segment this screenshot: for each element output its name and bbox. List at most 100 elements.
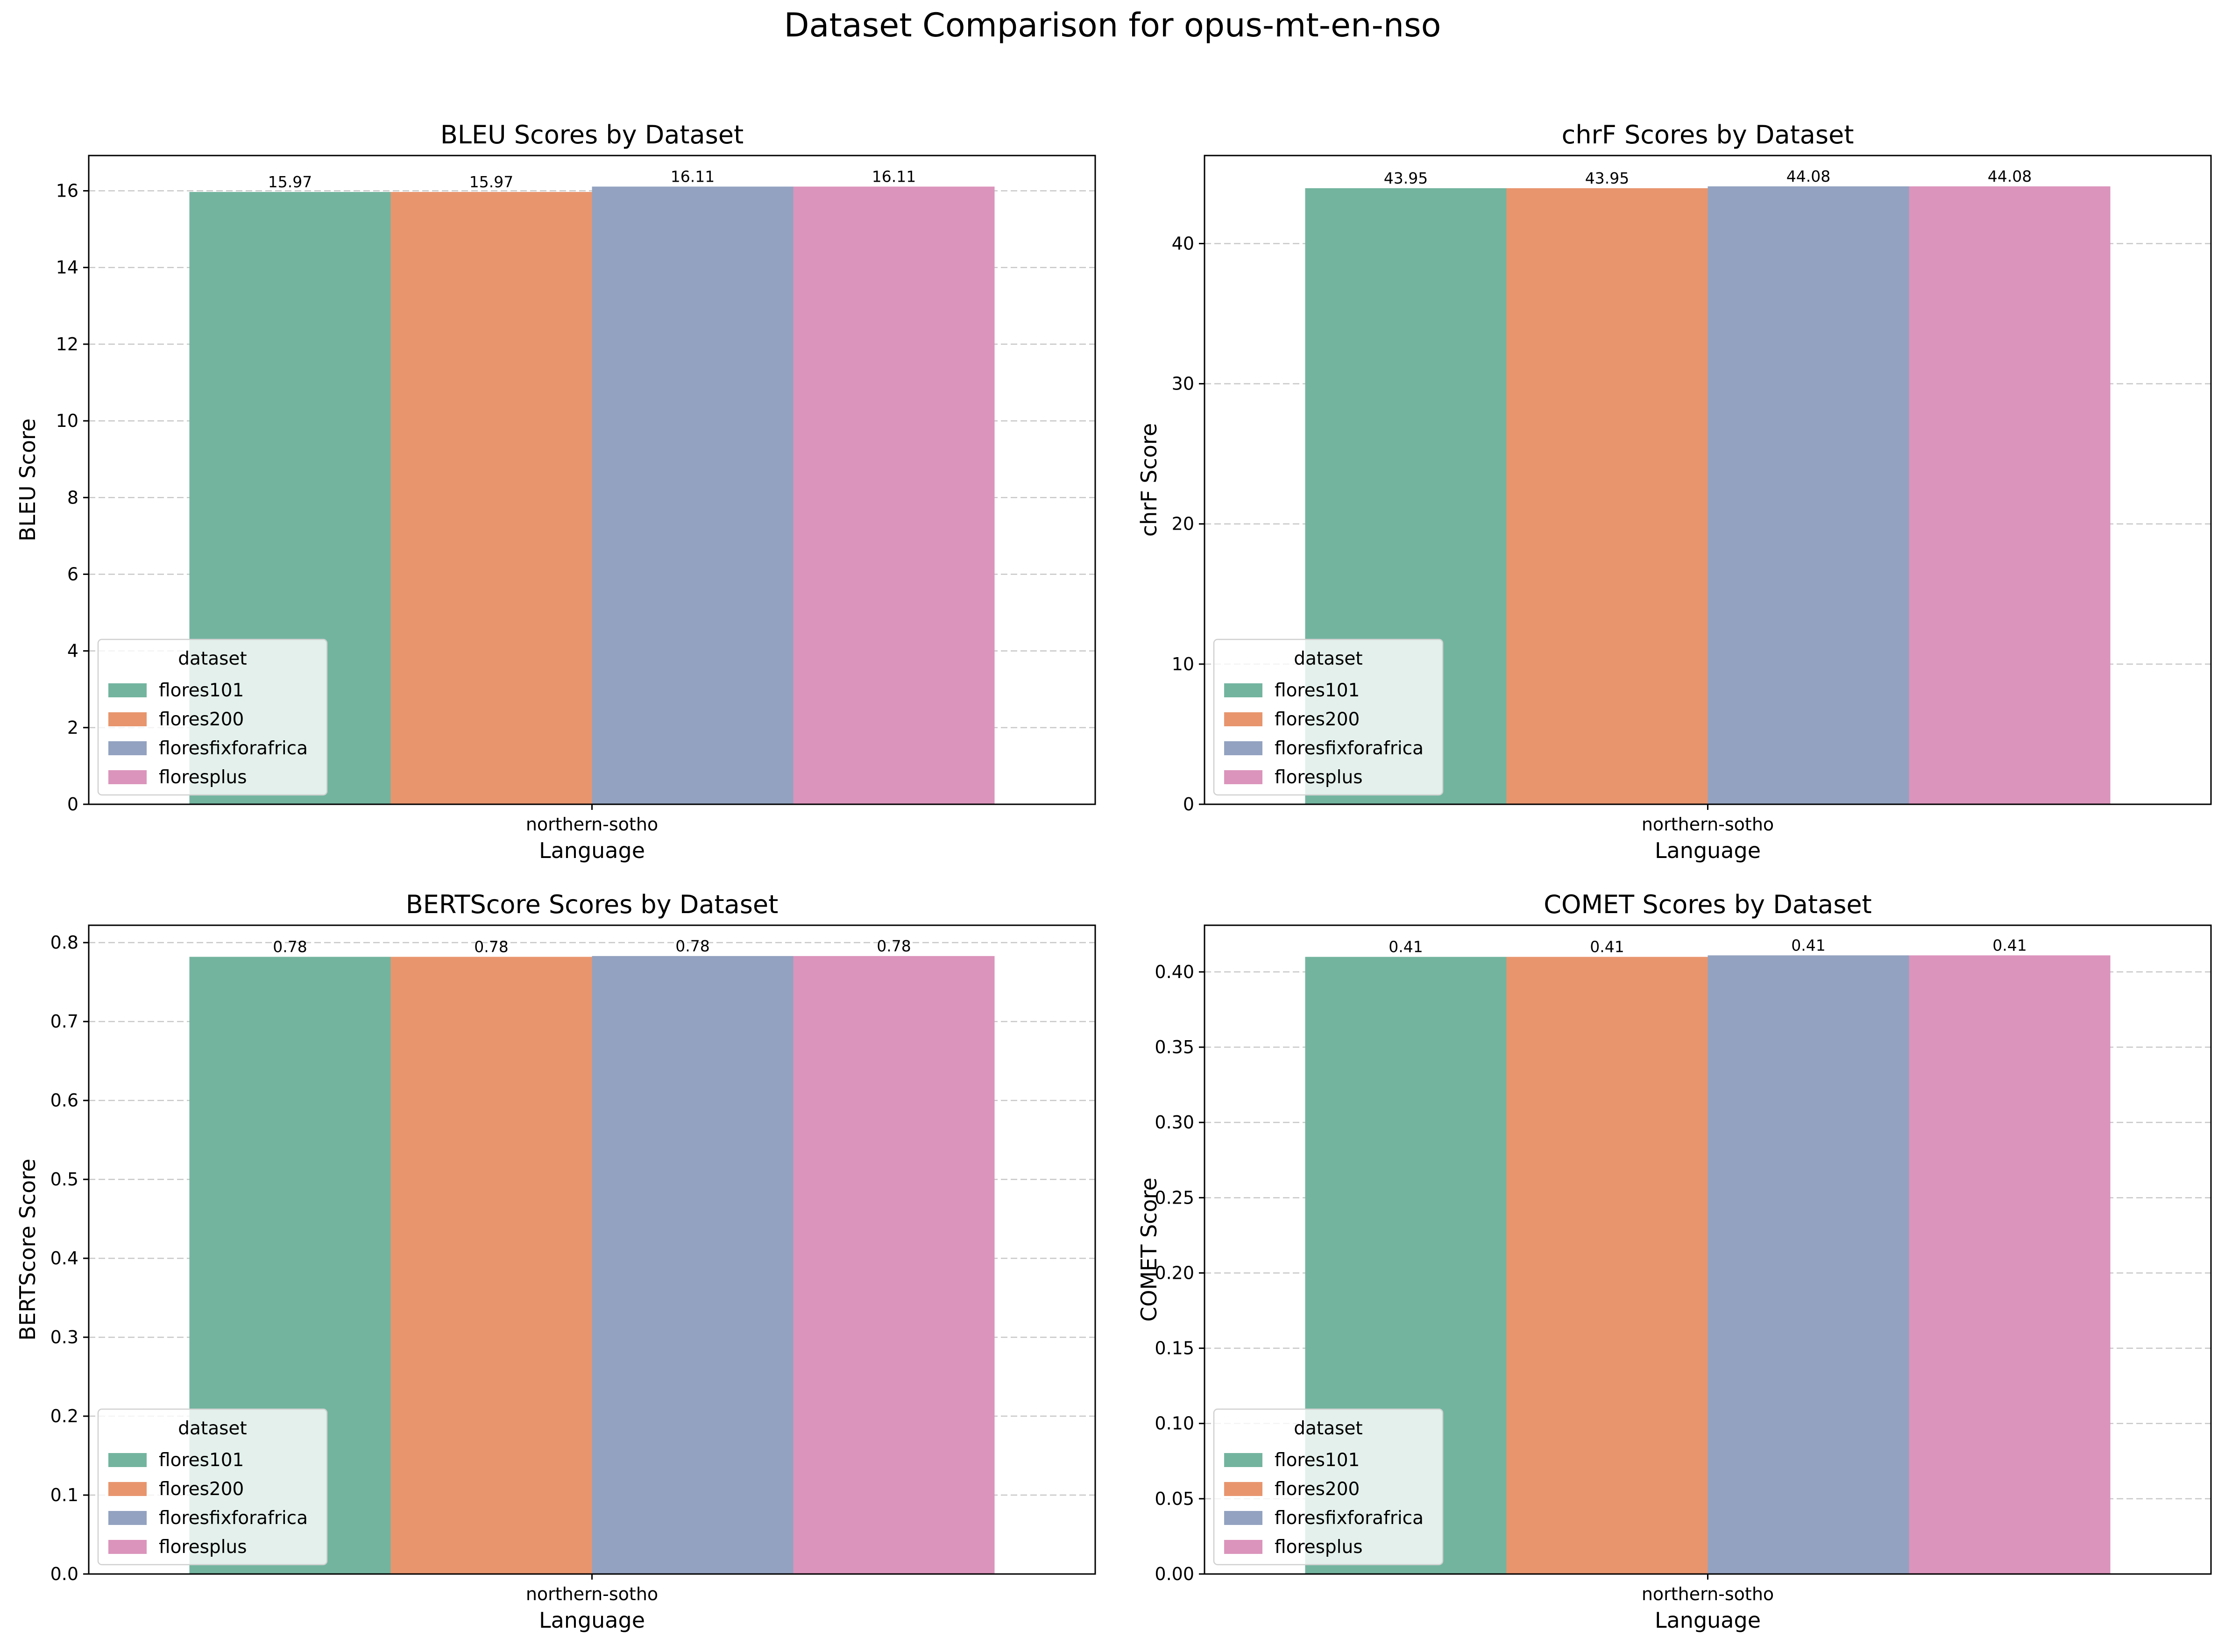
chart-title: BLEU Scores by Dataset bbox=[440, 120, 744, 149]
y-tick-label: 0 bbox=[67, 794, 78, 815]
y-tick-label: 20 bbox=[1172, 514, 1194, 534]
legend-swatch-flores101 bbox=[108, 1453, 147, 1467]
y-tick-label: 0.05 bbox=[1155, 1489, 1194, 1509]
chart-panel: 43.95 43.95 44.08 44.08 0 10 20 30 40 northern-so… bbox=[1136, 120, 2212, 863]
bar-value-label: 43.95 bbox=[1384, 169, 1428, 187]
legend-entry: floresfixforafrica bbox=[159, 738, 308, 759]
bar-value-label: 44.08 bbox=[1988, 167, 2032, 185]
bar-value-label: 0.41 bbox=[1791, 936, 1825, 954]
x-axis-label: Language bbox=[539, 1608, 645, 1633]
y-tick-label: 0.35 bbox=[1155, 1037, 1194, 1057]
legend-entry: flores101 bbox=[159, 680, 244, 701]
legend-entry: flores101 bbox=[1275, 1450, 1360, 1471]
legend-swatch-flores200 bbox=[1224, 712, 1262, 726]
figure-title: Dataset Comparison for opus-mt-en-nso bbox=[784, 6, 1441, 44]
y-tick-label: 0.7 bbox=[50, 1011, 78, 1032]
y-tick-label: 12 bbox=[56, 334, 78, 355]
y-tick-label: 0.6 bbox=[50, 1090, 78, 1111]
bar-flores200 bbox=[1506, 957, 1708, 1574]
legend-swatch-floresfixforafrica bbox=[1224, 741, 1262, 755]
legend-entry: flores200 bbox=[1275, 709, 1360, 730]
bar-floresfixforafrica bbox=[592, 186, 794, 805]
legend-title: dataset bbox=[1294, 648, 1362, 669]
legend-entry: floresfixforafrica bbox=[1275, 1508, 1424, 1529]
chart-title: chrF Scores by Dataset bbox=[1562, 120, 1854, 149]
y-tick-label: 4 bbox=[67, 641, 78, 661]
x-axis-label: Language bbox=[1655, 1608, 1761, 1633]
y-axis-label: COMET Score bbox=[1136, 1177, 1162, 1322]
legend-box bbox=[97, 638, 328, 796]
bar-value-label: 0.78 bbox=[273, 938, 307, 956]
x-tick-label: northern-sotho bbox=[1642, 814, 1774, 835]
y-tick-label: 0.2 bbox=[50, 1406, 78, 1426]
y-tick-label: 0.15 bbox=[1155, 1338, 1194, 1359]
legend-swatch-floresfixforafrica bbox=[1224, 1511, 1262, 1525]
bar-value-label: 0.78 bbox=[675, 937, 709, 955]
bar-flores200 bbox=[1506, 188, 1708, 805]
y-tick-label: 0.5 bbox=[50, 1169, 78, 1190]
legend-box bbox=[1213, 1408, 1444, 1566]
legend: dataset flores101 flores200 floresfixforafr… bbox=[1213, 638, 1444, 796]
legend-entry: flores200 bbox=[159, 709, 244, 730]
y-tick-label: 2 bbox=[67, 717, 78, 738]
legend-swatch-floresplus bbox=[1224, 1540, 1262, 1554]
legend-entry: flores101 bbox=[159, 1450, 244, 1471]
y-tick-label: 14 bbox=[56, 257, 78, 278]
legend-entry: flores200 bbox=[159, 1479, 244, 1500]
y-tick-label: 0.4 bbox=[50, 1248, 78, 1269]
legend-entry: floresplus bbox=[159, 767, 247, 788]
y-axis-label: chrF Score bbox=[1136, 423, 1162, 537]
bar-floresfixforafrica bbox=[592, 956, 794, 1574]
legend-title: dataset bbox=[1294, 1418, 1362, 1439]
legend-entry: floresplus bbox=[1275, 767, 1363, 788]
y-tick-label: 0.25 bbox=[1155, 1187, 1194, 1208]
x-tick-label: northern-sotho bbox=[526, 1584, 658, 1604]
y-tick-label: 0.1 bbox=[50, 1485, 78, 1505]
legend-title: dataset bbox=[178, 1418, 247, 1439]
y-tick-label: 0 bbox=[1183, 794, 1194, 815]
legend: dataset flores101 flores200 floresfixforafr… bbox=[97, 1408, 328, 1566]
bar-floresfixforafrica bbox=[1708, 186, 1909, 804]
legend-entry: floresplus bbox=[159, 1537, 247, 1558]
bar-value-label: 0.78 bbox=[474, 938, 508, 956]
y-axis-label: BLEU Score bbox=[15, 418, 40, 541]
y-tick-label: 0.20 bbox=[1155, 1262, 1194, 1283]
y-tick-label: 0.00 bbox=[1155, 1564, 1194, 1584]
bar-flores200 bbox=[390, 957, 592, 1574]
y-tick-label: 0.0 bbox=[50, 1564, 78, 1584]
y-tick-label: 0.30 bbox=[1155, 1112, 1194, 1133]
chart-title: COMET Scores by Dataset bbox=[1544, 890, 1871, 919]
chart-title: BERTScore Scores by Dataset bbox=[406, 890, 779, 919]
bar-value-label: 16.11 bbox=[671, 167, 715, 185]
bar-value-label: 15.97 bbox=[268, 173, 312, 191]
y-tick-label: 0.3 bbox=[50, 1327, 78, 1347]
bar-floresfixforafrica bbox=[1708, 955, 1909, 1574]
legend-entry: flores101 bbox=[1275, 680, 1360, 701]
chart-panel: 15.97 15.97 16.11 16.11 0 2 4 6 8 10 12 14 16 norther… bbox=[15, 120, 1096, 863]
legend-swatch-flores200 bbox=[1224, 1482, 1262, 1496]
legend-swatch-flores101 bbox=[1224, 1453, 1262, 1467]
legend-box bbox=[97, 1408, 328, 1566]
legend-entry: flores200 bbox=[1275, 1479, 1360, 1500]
y-tick-label: 0.8 bbox=[50, 932, 78, 953]
bar-flores200 bbox=[390, 191, 592, 805]
legend-swatch-floresfixforafrica bbox=[108, 1511, 147, 1525]
chart-panel: 0.78 0.78 0.78 0.78 0.0 0.1 0.2 0.3 0.4 0.5 0.6 0.7… bbox=[15, 890, 1096, 1633]
y-tick-label: 30 bbox=[1172, 374, 1194, 394]
bar-value-label: 44.08 bbox=[1786, 167, 1830, 185]
x-axis-label: Language bbox=[1655, 838, 1761, 863]
legend-swatch-flores200 bbox=[108, 712, 147, 726]
bar-floresplus bbox=[1909, 955, 2111, 1574]
legend: dataset flores101 flores200 floresfixforafr… bbox=[97, 638, 328, 796]
y-tick-label: 0.10 bbox=[1155, 1413, 1194, 1434]
legend-swatch-floresfixforafrica bbox=[108, 741, 147, 755]
bar-value-label: 0.78 bbox=[877, 937, 911, 955]
bar-value-label: 43.95 bbox=[1585, 169, 1629, 187]
bar-value-label: 0.41 bbox=[1992, 936, 2027, 954]
x-tick-label: northern-sotho bbox=[1642, 1584, 1774, 1604]
bar-value-label: 0.41 bbox=[1389, 938, 1423, 956]
legend-swatch-floresplus bbox=[1224, 770, 1262, 784]
y-tick-label: 10 bbox=[56, 411, 78, 431]
x-tick-label: northern-sotho bbox=[526, 814, 658, 835]
legend-swatch-floresplus bbox=[108, 770, 147, 784]
